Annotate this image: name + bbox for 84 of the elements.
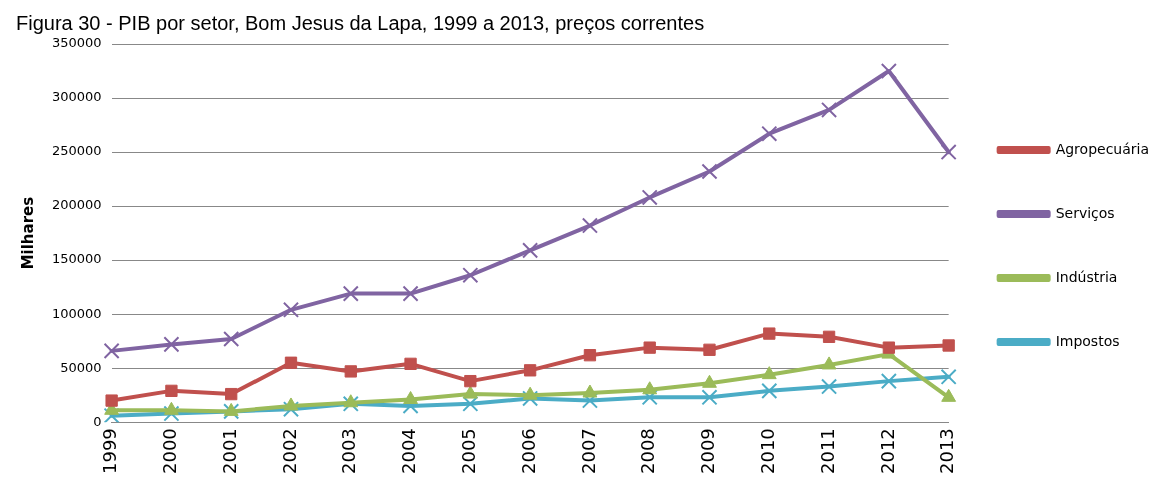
point xyxy=(283,397,299,411)
x-tick-label: 2013 xyxy=(936,428,958,474)
point xyxy=(641,389,658,406)
y-axis-title: Milhares xyxy=(18,196,37,270)
x-tick-label: 2011 xyxy=(816,428,838,474)
point xyxy=(342,395,359,412)
point xyxy=(343,394,359,408)
point xyxy=(342,285,359,302)
x-tick-label: 2010 xyxy=(756,428,778,474)
point xyxy=(404,357,417,370)
y-tick-label: 300000 xyxy=(51,89,102,105)
point xyxy=(703,343,716,356)
point xyxy=(282,401,300,418)
point xyxy=(641,189,658,206)
point xyxy=(582,384,598,398)
point xyxy=(941,388,957,402)
point xyxy=(940,143,957,161)
point xyxy=(882,341,896,354)
point xyxy=(522,386,538,400)
point xyxy=(284,356,298,369)
point xyxy=(462,267,479,284)
point xyxy=(402,285,419,302)
point xyxy=(942,339,955,352)
y-tick-label: 350000 xyxy=(51,35,102,51)
point xyxy=(822,330,836,343)
point xyxy=(821,378,838,395)
x-tick-label: 2006 xyxy=(517,428,539,474)
point xyxy=(163,405,180,422)
point xyxy=(103,342,120,359)
x-tick-label: 2001 xyxy=(218,428,240,474)
x-tick-label: 2002 xyxy=(278,428,300,474)
point xyxy=(165,384,178,398)
point xyxy=(821,101,838,118)
x-tick-label: 1999 xyxy=(99,428,121,474)
point xyxy=(702,374,717,388)
point xyxy=(163,401,179,415)
point xyxy=(940,368,957,385)
point xyxy=(761,366,777,380)
x-tick-label: 2000 xyxy=(159,428,181,474)
legend-label: Serviços xyxy=(1055,204,1115,221)
point xyxy=(462,385,478,399)
point xyxy=(223,403,240,420)
point xyxy=(522,242,539,259)
point xyxy=(403,391,418,404)
point xyxy=(223,402,239,416)
point xyxy=(523,364,537,377)
x-tick-label: 2012 xyxy=(876,428,898,474)
point xyxy=(763,327,776,340)
point xyxy=(761,382,778,399)
x-tick-label: 2003 xyxy=(338,428,360,474)
y-tick-label: 150000 xyxy=(51,251,102,267)
y-tick-label: 100000 xyxy=(51,305,102,321)
x-tick-label: 2005 xyxy=(458,428,480,474)
x-tick-label: 2004 xyxy=(398,428,420,474)
x-tick-label: 2008 xyxy=(637,428,659,474)
point xyxy=(344,365,357,378)
point xyxy=(643,341,656,354)
point xyxy=(880,373,897,390)
legend-label: Impostos xyxy=(1055,332,1120,349)
point xyxy=(642,381,658,395)
point xyxy=(105,394,118,407)
x-tick-label: 2009 xyxy=(697,428,719,474)
point xyxy=(701,389,718,406)
y-tick-label: 50000 xyxy=(60,359,102,375)
point xyxy=(103,407,120,423)
legend-label: Agropecuária xyxy=(1055,140,1150,157)
point xyxy=(223,330,240,348)
point xyxy=(464,374,477,388)
point xyxy=(225,387,238,401)
point xyxy=(282,301,300,318)
x-tick-label: 2007 xyxy=(577,428,599,474)
point xyxy=(163,336,180,353)
point xyxy=(583,349,597,362)
y-tick-label: 250000 xyxy=(51,143,102,159)
chart-title: Figura 30 - PIB por setor, Bom Jesus da Lapa, 1999 a 2013, preços correntes xyxy=(16,11,705,34)
point xyxy=(821,356,837,370)
point xyxy=(581,217,598,234)
point xyxy=(880,62,897,80)
y-tick-label: 200000 xyxy=(51,197,102,213)
point xyxy=(701,163,718,180)
point xyxy=(522,390,539,407)
y-tick-label: 0 xyxy=(93,413,102,429)
legend-label: Indústria xyxy=(1055,268,1118,285)
point xyxy=(761,125,778,142)
